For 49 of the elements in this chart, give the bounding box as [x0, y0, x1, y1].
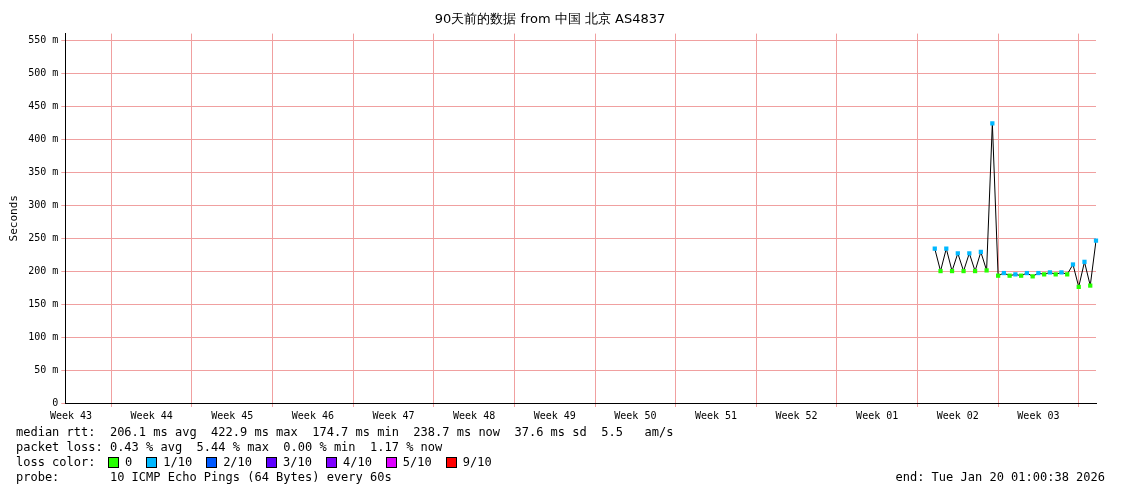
x-tick-label: Week 46 [291, 409, 334, 421]
text: packet loss: 0.43 % avg 5.44 % max 0.00 % min 1.17 % now [16, 440, 444, 455]
point [1070, 262, 1076, 267]
x-tick-label: Week 02 [936, 409, 979, 421]
point [1047, 270, 1053, 275]
y-tick-label: 500 m [28, 66, 59, 78]
y-tick-label: 550 m [28, 33, 59, 45]
point [961, 268, 966, 274]
point [1082, 259, 1087, 264]
legend-label: 4/10 [342, 455, 372, 470]
y-tick-label: 250 m [28, 231, 59, 243]
y-axis-title: Seconds [7, 195, 21, 242]
legend-label: 9/10 [462, 455, 492, 470]
y-tick-label: 450 m [28, 99, 59, 111]
legend-label: 5/10 [402, 455, 432, 470]
legend-label: 3/10 [283, 455, 312, 470]
y-tick-label: 350 m [28, 165, 59, 177]
x-tick-label: Week 43 [49, 409, 93, 421]
point [1036, 270, 1041, 276]
text: probe: 10 ICMP Echo Pings (64 Bytes) every 60s [16, 470, 392, 485]
x-tick-label: Week 49 [533, 409, 576, 421]
point [1013, 272, 1018, 277]
x-tick-label: Week 52 [775, 409, 818, 421]
legend-label: 0 [125, 455, 133, 470]
x-tick-label: Week 01 [856, 409, 899, 421]
point [1059, 270, 1064, 275]
point [984, 268, 989, 273]
text: end: Tue Jan 20 01:00:38 2026 [895, 470, 1105, 485]
x-tick-label: Week 44 [130, 409, 173, 421]
x-tick-label: Week 51 [694, 409, 738, 421]
y-tick-label: 0 [52, 396, 59, 408]
x-tick-label: Week 48 [453, 409, 496, 421]
chart-title: 90天前的数据 from 中国 北京 AS4837 [434, 11, 666, 27]
legend-label: 1/10 [163, 455, 193, 470]
x-tick-label: Week 50 [614, 409, 657, 421]
legend-title: loss color: [16, 455, 97, 470]
y-tick-label: 50 m [34, 363, 59, 375]
x-tick-label: Week 45 [211, 409, 254, 421]
point [938, 268, 943, 274]
y-tick-label: 100 m [28, 330, 59, 342]
text: median rtt: 206.1 ms avg 422.9 ms max 174.7 ms min 238.7 ms now 37.6 ms sd 5.5 am/s [16, 425, 675, 440]
y-tick-label: 150 m [28, 297, 59, 309]
y-tick-label: 200 m [28, 264, 59, 276]
point [1088, 283, 1093, 288]
x-tick-label: Week 47 [372, 409, 415, 421]
x-tick-label: Week 03 [1017, 409, 1060, 421]
y-tick-label: 300 m [28, 198, 59, 210]
y-tick-label: 400 m [28, 132, 59, 144]
legend-label: 2/10 [223, 455, 253, 470]
